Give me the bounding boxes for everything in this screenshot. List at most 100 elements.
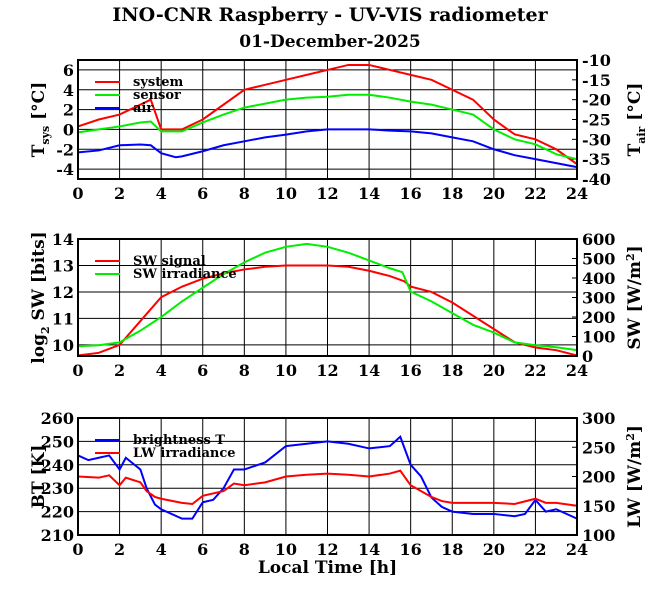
legend-label: sensor — [133, 88, 181, 103]
y2-tick-label: 300 — [582, 409, 615, 428]
x-tick-label: 0 — [72, 184, 83, 203]
y2-axis-label-sub: air — [635, 126, 648, 143]
legend-label: SW irradiance — [133, 267, 237, 282]
y-axis-label-sub: sys — [39, 126, 52, 145]
y-axis-label: log2 SW [bits] — [29, 231, 52, 363]
y-tick-label: 13 — [52, 256, 74, 275]
x-tick-label: 2 — [114, 361, 125, 380]
x-tick-label: 12 — [316, 540, 338, 559]
x-tick-label: 2 — [114, 184, 125, 203]
plot-frame — [77, 59, 578, 180]
x-axis-label: Local Time [h] — [258, 558, 397, 578]
series-line-air — [77, 128, 578, 169]
y2-axis-label: SW [W/m2] — [624, 245, 645, 349]
x-tick-label: 20 — [483, 184, 505, 203]
x-tick-label: 22 — [524, 361, 546, 380]
y2-tick-label: 500 — [582, 250, 615, 269]
y-tick-label: 11 — [52, 309, 74, 328]
chart-title: INO-CNR Raspberry - UV-VIS radiometer — [112, 4, 548, 26]
y2-tick-label: 300 — [582, 289, 615, 308]
series-line-lw-irradiance — [77, 469, 578, 507]
y-tick-label: 220 — [41, 503, 74, 522]
y2-tick-label: -35 — [582, 150, 611, 169]
x-tick-label: 12 — [316, 361, 338, 380]
x-tick-label: 10 — [275, 361, 297, 380]
plot-frame — [77, 238, 578, 357]
y-tick-label: -4 — [56, 160, 74, 179]
x-tick-label: 18 — [441, 361, 463, 380]
x-tick-label: 6 — [197, 540, 208, 559]
y-axis-label-unit: [°C] — [29, 82, 49, 126]
legend-label: SW signal — [133, 254, 206, 269]
x-tick-label: 6 — [197, 184, 208, 203]
y-tick-label: 210 — [41, 526, 74, 545]
y2-axis-label: LW [W/m2] — [624, 425, 645, 528]
y-axis-label-unit: SW [bits] — [29, 231, 49, 326]
y-tick-label: 250 — [41, 432, 74, 451]
legend-label: system — [133, 75, 183, 90]
y2-axis-label-unit: ] — [625, 245, 645, 253]
x-tick-label: 8 — [239, 361, 250, 380]
x-tick-label: 8 — [239, 184, 250, 203]
y-tick-label: 230 — [41, 479, 74, 498]
y2-tick-label: 200 — [582, 468, 615, 487]
y2-tick-label: 0 — [582, 347, 593, 366]
x-tick-label: 10 — [275, 184, 297, 203]
y-tick-label: 4 — [63, 81, 74, 100]
y2-tick-label: 250 — [582, 438, 615, 457]
panel-2: 0 2 4 6 8 10 12 14 16 18 20 22 241011121314010020030… — [29, 230, 645, 380]
y-tick-label: 14 — [52, 230, 74, 249]
x-tick-label: 4 — [156, 361, 167, 380]
legend-label: brightness T — [133, 433, 225, 448]
plot-frame — [77, 417, 578, 536]
y2-tick-label: -40 — [582, 170, 611, 189]
x-tick-label: 22 — [524, 540, 546, 559]
y2-tick-label: -25 — [582, 111, 611, 130]
y2-tick-label: -15 — [582, 71, 611, 90]
x-tick-label: 4 — [156, 540, 167, 559]
y2-tick-label: 100 — [582, 328, 615, 347]
series-line-brightness-t — [77, 434, 578, 520]
x-tick-label: 24 — [566, 184, 588, 203]
panel-3: 0 2 4 6 8 10 12 14 16 18 20 22 242102202302402502601… — [29, 409, 645, 578]
x-tick-label: 14 — [358, 540, 380, 559]
x-tick-label: 6 — [197, 361, 208, 380]
x-tick-label: 2 — [114, 540, 125, 559]
y2-tick-label: -20 — [582, 91, 611, 110]
y2-axis-label-sub: 2 — [624, 253, 637, 261]
chart-subtitle: 01-December-2025 — [239, 32, 421, 52]
y2-tick-label: 200 — [582, 308, 615, 327]
x-tick-label: 14 — [358, 184, 380, 203]
x-tick-label: 4 — [156, 184, 167, 203]
y2-tick-label: -30 — [582, 130, 611, 149]
x-tick-label: 12 — [316, 184, 338, 203]
x-tick-label: 22 — [524, 184, 546, 203]
series-line-system — [77, 63, 578, 165]
y2-axis-label-unit: [°C] — [625, 83, 645, 127]
y2-tick-label: 150 — [582, 497, 615, 516]
series-line-sensor — [77, 93, 578, 161]
x-tick-label: 18 — [441, 540, 463, 559]
x-tick-label: 8 — [239, 540, 250, 559]
x-tick-label: 20 — [483, 361, 505, 380]
x-tick-label: 16 — [400, 184, 422, 203]
y-axis-label: Tsys [°C] — [29, 82, 52, 157]
series-line-sw-signal — [77, 264, 578, 357]
x-tick-label: 24 — [566, 540, 588, 559]
y2-tick-label: 400 — [582, 269, 615, 288]
y-tick-label: -2 — [56, 140, 74, 159]
x-tick-label: 18 — [441, 184, 463, 203]
y2-tick-label: -10 — [582, 51, 611, 70]
series-line-sw-irradiance — [77, 242, 578, 352]
y-tick-label: 2 — [63, 101, 74, 120]
x-tick-label: 0 — [72, 361, 83, 380]
legend-label: LW irradiance — [133, 446, 236, 461]
y-tick-label: 6 — [63, 61, 74, 80]
y2-axis-label-sub: 2 — [624, 433, 637, 441]
y-tick-label: 12 — [52, 283, 74, 302]
y2-axis-label-unit: ] — [625, 425, 645, 433]
y-axis-label: BT [K] — [29, 445, 49, 509]
y-tick-label: 0 — [63, 120, 74, 139]
